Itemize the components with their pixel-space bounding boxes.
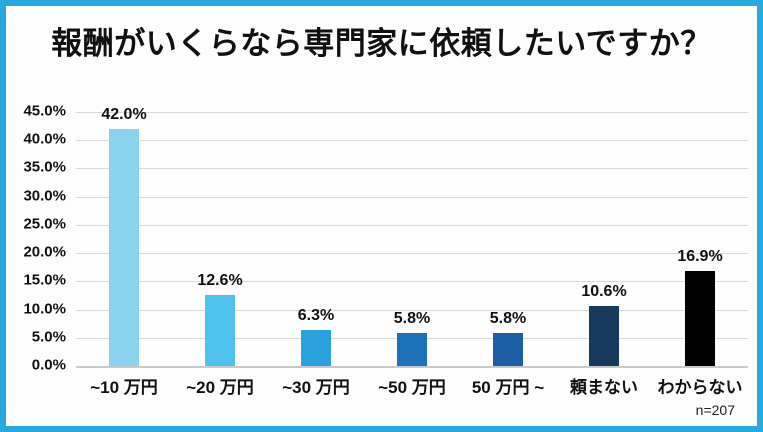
- bar-1: [109, 128, 139, 366]
- bar-value-label: 16.9%: [677, 247, 723, 265]
- bar-4: [397, 333, 427, 366]
- y-axis-tick-label: 5.0%: [31, 328, 66, 346]
- y-axis-tick-label: 30.0%: [23, 187, 66, 205]
- gridline: [76, 140, 748, 142]
- y-axis-tick-label: 20.0%: [23, 243, 66, 261]
- bar-7: [685, 270, 715, 366]
- bar-2: [205, 294, 235, 366]
- x-axis-category-label: 50 万円 ~: [471, 378, 545, 397]
- gridline: [76, 196, 748, 198]
- gridline: [76, 281, 748, 283]
- plot-area: 0.0% 5.0% 10.0% 15.0% 20.0% 25.0% 30.0% 35.0% 40…: [23, 103, 748, 397]
- x-axis-category-label: ~20 万円: [186, 378, 254, 397]
- x-axis-category-label: ~50 万円: [378, 378, 446, 397]
- bar-value-label: 42.0%: [101, 105, 147, 123]
- y-axis-tick-label: 35.0%: [23, 159, 66, 177]
- sample-size-note: n=207: [695, 402, 735, 418]
- bar-value-label: 5.8%: [489, 310, 527, 328]
- bar-3: [301, 330, 331, 366]
- bar-6: [589, 306, 619, 366]
- bar-value-label: 10.6%: [581, 283, 627, 301]
- y-axis-tick-label: 0.0%: [31, 356, 66, 374]
- x-axis-category-label: ~10 万円: [90, 378, 158, 397]
- gridline: [76, 253, 748, 255]
- x-axis-category-label: ~30 万円: [282, 378, 350, 397]
- y-axis-tick-label: 45.0%: [23, 102, 66, 120]
- chart-canvas: 報酬がいくらなら専門家に依頼したいですか？ 0.0% 5.0% 10.0% 15.0%…: [6, 6, 757, 426]
- x-axis-baseline: [76, 366, 748, 368]
- bar-value-label: 6.3%: [297, 307, 335, 325]
- gridline: [76, 224, 748, 226]
- y-axis-tick-label: 15.0%: [23, 271, 66, 289]
- gridline: [76, 112, 748, 113]
- bar-value-label: 12.6%: [197, 271, 243, 289]
- gridline: [76, 168, 748, 170]
- y-axis-tick-label: 25.0%: [23, 215, 66, 233]
- x-axis-category-label: 頼まない: [570, 378, 638, 397]
- y-axis-tick-label: 10.0%: [23, 300, 66, 318]
- y-axis-tick-label: 40.0%: [23, 130, 66, 148]
- gridline: [76, 309, 748, 311]
- bar-value-label: 5.8%: [393, 310, 431, 328]
- chart-title: 報酬がいくらなら専門家に依頼したいですか？: [51, 26, 712, 61]
- x-axis-category-label: わからない: [657, 378, 743, 397]
- bar-5: [493, 333, 523, 366]
